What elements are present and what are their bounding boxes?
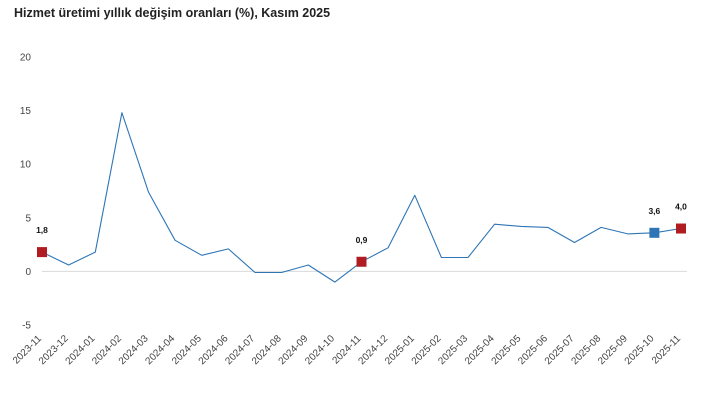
series-line xyxy=(41,112,682,283)
data-label: 3,6 xyxy=(648,206,660,216)
x-tick-label: 2025-11 xyxy=(650,333,684,367)
data-point-marker xyxy=(649,227,660,238)
chart-title: Hizmet üretimi yıllık değişim oranları (… xyxy=(14,6,331,20)
x-tick-label: 2025-10 xyxy=(623,333,657,367)
data-label: 4,0 xyxy=(675,202,687,212)
data-point-marker xyxy=(356,256,367,267)
y-tick-label: 0 xyxy=(25,267,31,278)
y-tick-label: 20 xyxy=(20,53,32,64)
data-label: 0,9 xyxy=(356,235,368,245)
data-point-marker xyxy=(37,247,47,258)
data-point-marker xyxy=(676,223,686,234)
y-tick-label: -5 xyxy=(22,321,31,332)
y-tick-label: 5 xyxy=(25,213,31,224)
x-tick-label: 2024-10 xyxy=(303,333,337,367)
y-tick-label: 10 xyxy=(20,160,32,171)
data-label: 1,8 xyxy=(36,225,48,235)
y-tick-label: 15 xyxy=(20,106,32,117)
